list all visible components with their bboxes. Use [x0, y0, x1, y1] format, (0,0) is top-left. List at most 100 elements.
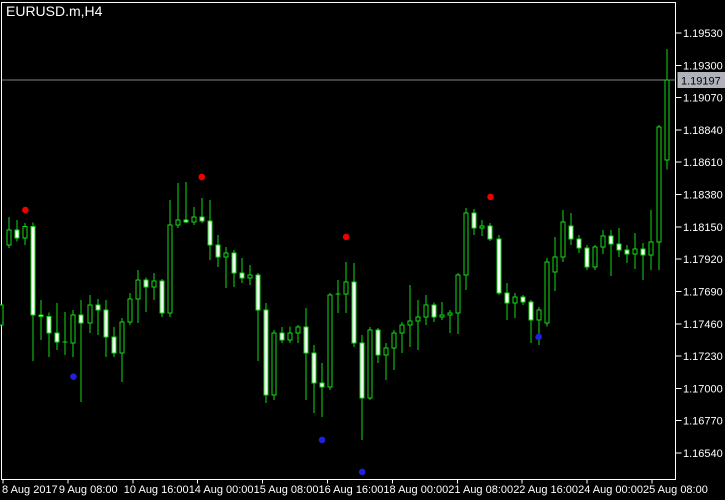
time-scale-label: 21 Aug 08:00 — [448, 484, 513, 496]
fractal-down-signal-blue-dot — [535, 333, 542, 341]
candle-body-bear — [38, 314, 44, 318]
fractal-up-signal-red-dot — [487, 193, 494, 201]
candle-body-bear — [471, 212, 477, 229]
candle-body-bear — [311, 352, 317, 384]
candle-body-bull — [0, 304, 4, 326]
candle-body-bear — [520, 296, 526, 303]
candle-body-bull — [343, 281, 349, 295]
candle-body-bear — [255, 274, 261, 311]
candle-body-bull — [119, 321, 125, 354]
candle-body-bull — [552, 256, 558, 273]
candle-body-bull — [648, 241, 654, 256]
fractal-up-signal-red-dot — [342, 233, 350, 241]
candle-body-bull — [191, 216, 197, 223]
time-scale-label: 16 Aug 16:00 — [319, 484, 384, 496]
candle-body-bull — [271, 332, 277, 396]
current-price-tag-label: 1.19197 — [681, 75, 721, 87]
candle-body-bull — [592, 246, 598, 268]
candle-body-bull — [407, 320, 413, 326]
price-scale-label: 1.18380 — [683, 190, 723, 202]
candle-body-bear — [143, 279, 149, 288]
price-scale-label: 1.18840 — [683, 125, 723, 137]
price-scale-label: 1.16540 — [683, 448, 723, 460]
candle-body-bear — [375, 329, 381, 356]
candle-body-bear — [231, 252, 237, 274]
price-scale-label: 1.18150 — [683, 222, 723, 234]
candle-body-bull — [664, 79, 670, 161]
current-price-tag — [677, 71, 725, 88]
candle-body-bear — [431, 304, 437, 318]
price-scale-label: 1.19070 — [683, 93, 723, 105]
candle-body-bear — [95, 304, 101, 311]
plot-border — [1, 2, 676, 480]
time-scale-label: 9 Aug 08:00 — [59, 484, 118, 496]
candle-body-bull — [167, 224, 173, 314]
candle-body-bull — [479, 225, 485, 229]
candle-body-bear — [30, 226, 36, 316]
candle-body-bull — [447, 312, 453, 316]
chart-symbol-period-label: EURUSD.m,H4 — [6, 3, 103, 19]
candle-body-bear — [624, 249, 630, 255]
candle-body-bull — [6, 229, 12, 246]
candle-body-bull — [632, 248, 638, 255]
time-scale-label: 22 Aug 16:00 — [513, 484, 578, 496]
candle-body-bear — [78, 314, 84, 324]
price-scale-label: 1.16770 — [683, 416, 723, 428]
candle-body-bear — [54, 332, 60, 343]
candle-body-bear — [14, 229, 20, 239]
price-scale-label: 1.19300 — [683, 60, 723, 72]
candle-body-bear — [239, 272, 245, 279]
price-scale-label: 1.17000 — [683, 383, 723, 395]
price-scale-label: 1.17230 — [683, 351, 723, 363]
candle-body-bull — [455, 274, 461, 314]
candle-body-bear — [207, 220, 213, 246]
candle-body-bear — [215, 244, 221, 258]
time-scale-label: 24 Aug 00:00 — [578, 484, 643, 496]
candle-body-bull — [536, 309, 542, 321]
candle-body-bear — [199, 216, 205, 222]
candle-body-bull — [327, 294, 333, 388]
price-scale-label: 1.19530 — [683, 28, 723, 40]
candle-body-bull — [415, 316, 421, 322]
candle-body-bull — [127, 298, 133, 323]
candle-body-bear — [584, 247, 590, 268]
price-scale-label: 1.17690 — [683, 286, 723, 298]
candle-body-bear — [576, 238, 582, 249]
price-scale-label: 1.18610 — [683, 157, 723, 169]
candle-body-bull — [22, 226, 28, 239]
candle-body-bull — [600, 235, 606, 248]
candle-body-bear — [487, 225, 493, 240]
candle-body-bull — [439, 314, 445, 318]
candle-body-bull — [399, 324, 405, 334]
fractal-down-signal-blue-dot — [318, 436, 326, 444]
candle-body-bear — [159, 280, 165, 314]
candle-body-bear — [111, 336, 117, 354]
candle-body-bull — [656, 126, 662, 243]
candle-body-bear — [183, 219, 189, 223]
fractal-up-signal-red-dot — [22, 206, 29, 214]
candle-body-bear — [608, 235, 614, 245]
candle-body-bull — [223, 252, 229, 258]
fractal-up-signal-red-dot — [198, 173, 206, 181]
candle-body-bull — [87, 304, 93, 324]
candle-body-bear — [359, 342, 365, 399]
candle-body-bear — [568, 225, 574, 240]
time-scale-label: 18 Aug 00:00 — [383, 484, 448, 496]
candle-body-bull — [135, 279, 141, 300]
candle-body-bull — [423, 304, 429, 318]
candle-body-bear — [103, 309, 109, 338]
candle-body-bull — [391, 332, 397, 349]
time-scale-label: 15 Aug 08:00 — [254, 484, 319, 496]
candle-body-bull — [247, 274, 253, 279]
time-scale-label: 10 Aug 16:00 — [124, 484, 189, 496]
candle-body-bear — [496, 238, 502, 294]
candle-body-bull — [287, 332, 293, 341]
candle-body-bear — [504, 292, 510, 304]
fractal-down-signal-blue-dot — [358, 468, 366, 476]
candle-body-bull — [295, 326, 301, 334]
candle-body-bear — [351, 281, 357, 344]
time-scale-label: 8 Aug 2017 — [2, 484, 58, 496]
candle-body-bear — [319, 382, 325, 388]
